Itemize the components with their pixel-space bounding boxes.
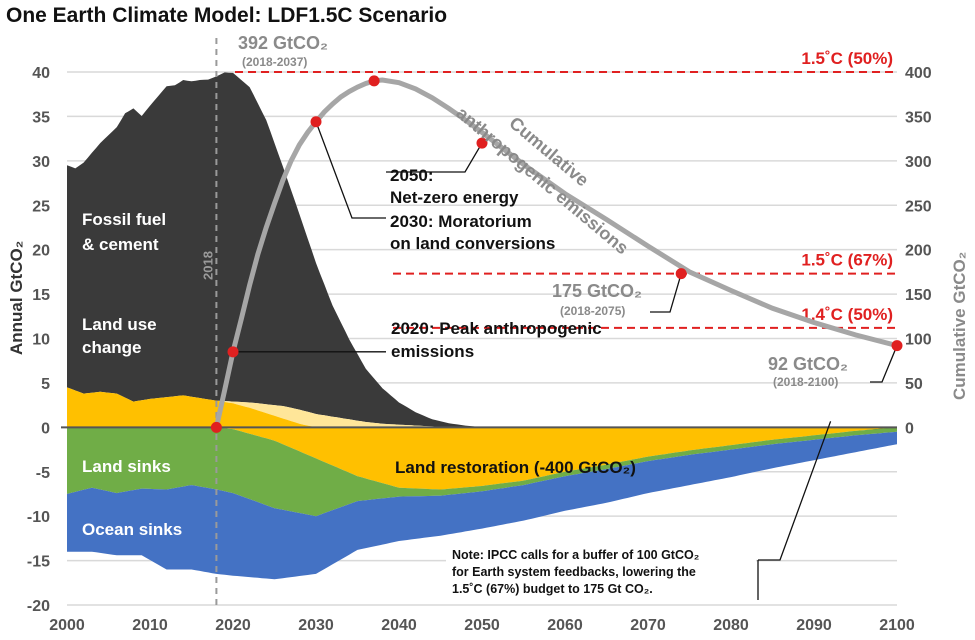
y-tick-label: 10 xyxy=(32,332,50,349)
y2-tick-label: 400 xyxy=(905,65,932,82)
y-tick-label: -15 xyxy=(27,554,50,571)
y2-axis-label: Cumulative GtCO₂ xyxy=(950,252,969,400)
threshold-label: 1.5˚C (50%) xyxy=(801,49,893,68)
y-tick-label: 25 xyxy=(32,198,50,215)
y2-tick-label: 50 xyxy=(905,376,923,393)
moratorium-label-1: 2030: Moratorium xyxy=(390,212,532,231)
y-tick-label: 30 xyxy=(32,154,50,171)
land-sinks-label: Land sinks xyxy=(82,457,171,476)
fossil-label-1: Fossil fuel xyxy=(82,210,166,229)
end-range: (2018-2100) xyxy=(773,375,838,389)
y-axis-label: Annual GtCO₂ xyxy=(7,241,26,355)
x-tick-label: 2100 xyxy=(879,617,915,634)
cumulative-emissions-line xyxy=(213,77,900,430)
landuse-label-2: change xyxy=(82,338,142,357)
annotation-leaders xyxy=(233,121,898,561)
y2-tick-label: 0 xyxy=(905,420,914,437)
y-tick-label: 35 xyxy=(32,109,50,126)
x-tick-label: 2060 xyxy=(547,617,583,634)
land-use-change-area xyxy=(67,387,897,428)
y2-tick-label: 300 xyxy=(905,154,932,171)
y-tick-label: 5 xyxy=(41,376,50,393)
x-tick-label: 2090 xyxy=(796,617,832,634)
land-restoration-area xyxy=(67,427,897,490)
year-2018-label: 2018 xyxy=(200,251,215,280)
x-tick-label: 2040 xyxy=(381,617,417,634)
x-tick-label: 2070 xyxy=(630,617,666,634)
cumulative-markers xyxy=(210,75,903,433)
peak-value: 392 GtCO₂ xyxy=(238,33,328,53)
leader-line xyxy=(386,142,483,173)
cumulative-marker xyxy=(368,75,380,87)
fossil-fuel-area xyxy=(67,72,897,437)
land-sinks-area xyxy=(67,427,897,517)
cumulative-marker xyxy=(476,137,488,149)
cumulative-marker xyxy=(891,340,903,352)
y-tick-label: 20 xyxy=(32,243,50,260)
leader-line xyxy=(870,345,898,383)
cumulative-marker xyxy=(310,116,322,128)
threshold-label: 1.4˚C (50%) xyxy=(801,305,893,324)
x-tick-label: 2020 xyxy=(215,617,251,634)
ocean-sinks-label: Ocean sinks xyxy=(82,520,182,539)
threshold-lines: 1.5˚C (50%) 1.5˚C (67%) 1.4˚C (50%) xyxy=(235,49,897,329)
ocean-sinks-area xyxy=(67,431,897,580)
y-tick-label: -10 xyxy=(27,509,50,526)
leader-line xyxy=(315,121,386,219)
y-tick-label: -20 xyxy=(27,598,50,615)
end-value: 92 GtCO₂ xyxy=(768,354,848,374)
y-tick-label: 0 xyxy=(41,420,50,437)
chart-title: One Earth Climate Model: LDF1.5C Scenari… xyxy=(6,4,447,27)
y-tick-label: 15 xyxy=(32,287,50,304)
area-series xyxy=(67,72,897,580)
leader-line xyxy=(758,421,832,561)
y2-tick-label: 150 xyxy=(905,287,932,304)
note-line-3: 1.5˚C (67%) budget to 175 Gt CO₂. xyxy=(452,582,653,596)
note-box xyxy=(446,543,756,599)
y2-tick-label: 350 xyxy=(905,109,932,126)
x-tick-label: 2080 xyxy=(713,617,749,634)
x-tick-label: 2050 xyxy=(464,617,500,634)
netzero-label-1: 2050: xyxy=(390,166,433,185)
cumulative-marker xyxy=(227,346,239,358)
x-tick-label: 2030 xyxy=(298,617,334,634)
land-restoration-label: Land restoration (-400 GtCO₂) xyxy=(395,458,636,477)
cumulative-marker xyxy=(210,421,222,433)
x-tick-label: 2010 xyxy=(132,617,168,634)
mid-value: 175 GtCO₂ xyxy=(552,281,642,301)
moratorium-label-2: on land conversions xyxy=(390,234,555,253)
fossil-label-2: & cement xyxy=(82,235,159,254)
x-tick-label: 2000 xyxy=(49,617,85,634)
mid-range: (2018-2075) xyxy=(560,304,625,318)
note-line-1: Note: IPCC calls for a buffer of 100 GtC… xyxy=(452,548,699,562)
y2-tick-label: 250 xyxy=(905,198,932,215)
peak-emissions-label-1: 2020: Peak anthropogenic xyxy=(391,319,602,338)
y-tick-label: 40 xyxy=(32,65,50,82)
leader-line xyxy=(650,273,682,313)
netzero-label-2: Net-zero energy xyxy=(390,188,519,207)
cumulative-marker xyxy=(675,268,687,280)
note-line-2: for Earth system feedbacks, lowering the xyxy=(452,565,696,579)
peak-range: (2018-2037) xyxy=(242,55,307,69)
y2-tick-label: 100 xyxy=(905,332,932,349)
landuse-label-1: Land use xyxy=(82,315,157,334)
axis-ticks: 2000 2010 2020 2030 2040 2050 2060 2070 2080 2090… xyxy=(27,65,932,634)
peak-emissions-label-2: emissions xyxy=(391,342,474,361)
threshold-label: 1.5˚C (67%) xyxy=(801,251,893,270)
y2-tick-label: 200 xyxy=(905,243,932,260)
y-tick-label: -5 xyxy=(36,465,50,482)
